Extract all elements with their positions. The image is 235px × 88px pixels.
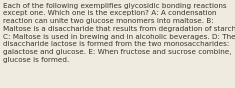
- Text: Each of the following exemplifies glycosidic bonding reactions
except one. Which: Each of the following exemplifies glycos…: [3, 3, 235, 63]
